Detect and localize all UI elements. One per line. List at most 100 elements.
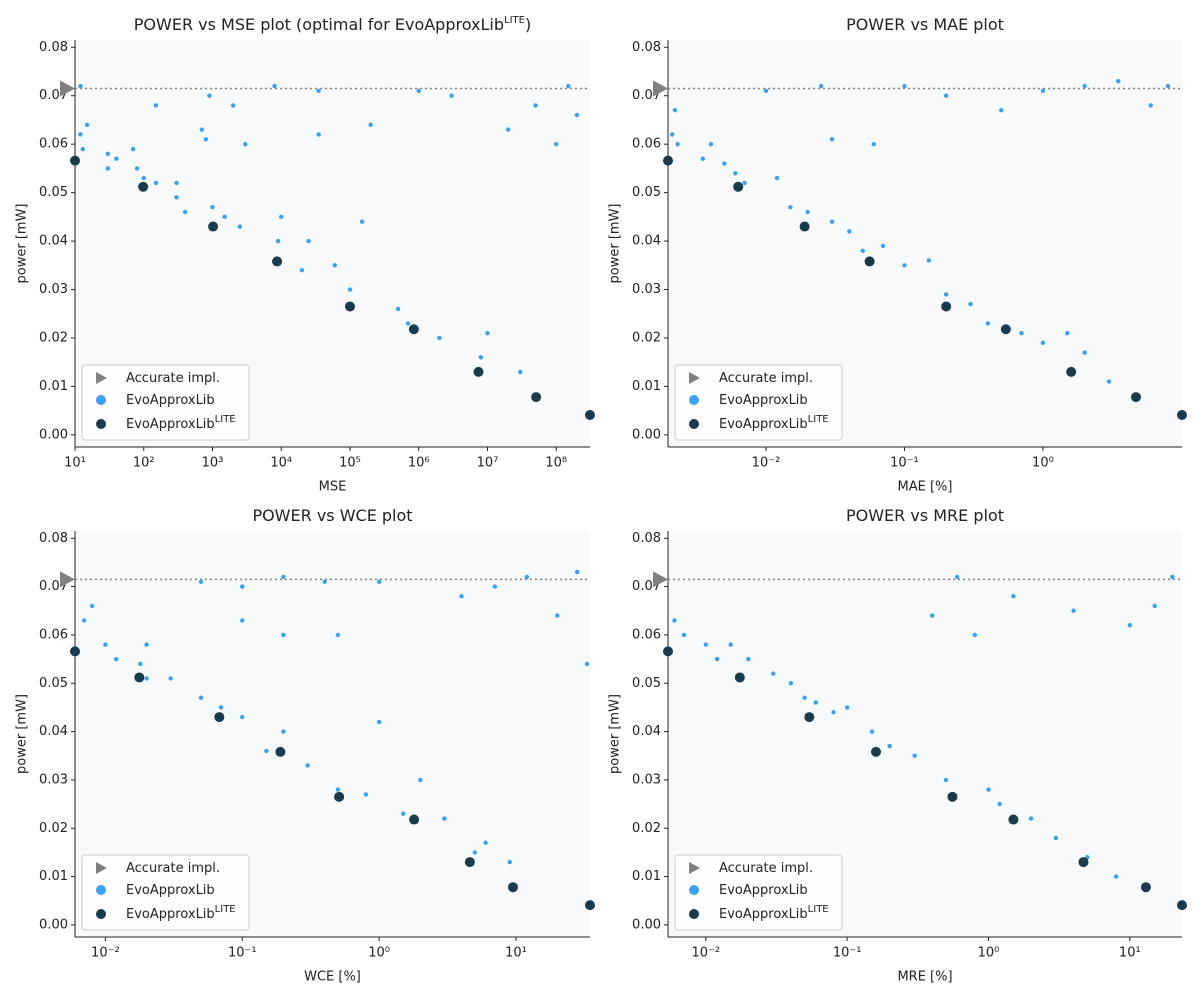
x-tick-label: 10⁶ xyxy=(408,456,430,471)
point xyxy=(84,122,90,127)
point xyxy=(524,574,530,580)
point xyxy=(272,83,277,89)
subplot-title: POWER vs MAE plot xyxy=(846,15,1004,34)
lite-point xyxy=(409,814,420,825)
y-tick-label: 0.08 xyxy=(39,531,68,546)
point xyxy=(130,146,136,152)
y-tick-label: 0.00 xyxy=(632,917,661,932)
point xyxy=(210,204,215,210)
point xyxy=(972,632,977,638)
point xyxy=(554,141,559,147)
x-tick-label: 10⁴ xyxy=(270,456,292,471)
title-part: POWER vs WCE plot xyxy=(252,506,412,525)
point xyxy=(1127,623,1133,628)
legend-label: Accurate impl. xyxy=(126,371,220,386)
x-tick-label: 10¹ xyxy=(505,946,527,961)
point xyxy=(788,681,794,686)
point xyxy=(472,850,478,855)
legend-label: EvoApproxLib xyxy=(719,883,808,898)
point xyxy=(943,93,949,98)
legend-marker xyxy=(96,395,106,405)
point xyxy=(985,321,991,326)
y-tick-label: 0.03 xyxy=(632,772,661,787)
point xyxy=(281,632,286,638)
point xyxy=(1028,816,1034,821)
y-tick-label: 0.02 xyxy=(632,821,661,836)
point xyxy=(555,613,560,618)
x-tick-label: 10⁷ xyxy=(477,456,499,471)
legend-marker xyxy=(689,372,700,384)
x-tick-label: 10⁻¹ xyxy=(833,946,862,961)
point xyxy=(222,214,227,220)
y-tick-label: 0.00 xyxy=(39,917,68,932)
legend-label: EvoApproxLib xyxy=(719,393,808,408)
subplot: POWER vs MSE plot (optimal for EvoApprox… xyxy=(15,15,595,495)
y-tick-label: 0.08 xyxy=(632,40,661,55)
point xyxy=(575,569,580,575)
legend-name: EvoApproxLib xyxy=(126,393,215,408)
legend-label: EvoApproxLib xyxy=(126,393,215,408)
lite-point xyxy=(464,857,475,868)
point xyxy=(105,151,111,157)
point xyxy=(335,787,341,792)
lite-point xyxy=(1177,900,1187,911)
point xyxy=(401,811,406,816)
lite-point xyxy=(275,746,286,757)
point xyxy=(442,816,447,821)
point xyxy=(316,132,321,137)
point xyxy=(89,603,95,609)
x-tick-label: 10⁵ xyxy=(339,456,361,471)
legend-marker xyxy=(96,885,106,895)
point xyxy=(805,209,810,215)
legend-label: EvoApproxLibLITE xyxy=(719,904,829,922)
point xyxy=(926,258,932,263)
lite-point xyxy=(272,256,283,267)
subplot: POWER vs MRE plot MRE [%] power [mW] 0.00 0.… xyxy=(608,506,1187,985)
point xyxy=(943,292,949,297)
point xyxy=(207,93,212,98)
point xyxy=(681,632,687,638)
point xyxy=(728,642,733,647)
y-tick-label: 0.04 xyxy=(632,724,661,739)
point xyxy=(954,574,960,580)
point xyxy=(675,141,680,147)
point xyxy=(746,656,751,662)
legend-name: EvoApproxLib xyxy=(719,393,808,408)
legend-sup: LITE xyxy=(215,414,236,425)
point xyxy=(860,248,865,253)
y-tick-label: 0.03 xyxy=(39,772,68,787)
point xyxy=(376,579,382,584)
y-axis-label: power [mW] xyxy=(608,204,623,284)
point xyxy=(999,108,1004,113)
title-part: LITE xyxy=(504,15,525,26)
point xyxy=(395,306,401,312)
x-axis-label: WCE [%] xyxy=(304,970,361,985)
lite-point xyxy=(663,646,673,657)
legend-name: EvoApproxLib xyxy=(126,907,215,922)
lite-point xyxy=(473,366,484,377)
point xyxy=(672,108,678,113)
point xyxy=(829,219,835,224)
point xyxy=(483,840,488,845)
subplot-title: POWER vs WCE plot xyxy=(252,506,412,525)
point xyxy=(316,88,321,94)
point xyxy=(818,83,824,89)
x-tick-label: 10⁻² xyxy=(91,946,120,961)
point xyxy=(813,700,818,705)
legend-label: EvoApproxLibLITE xyxy=(719,414,829,432)
accurate-marker xyxy=(653,80,668,97)
legend-name: EvoApproxLib xyxy=(719,907,808,922)
y-tick-label: 0.00 xyxy=(632,427,661,442)
point xyxy=(368,122,373,127)
point xyxy=(733,171,738,176)
point xyxy=(138,661,143,667)
y-tick-label: 0.06 xyxy=(632,627,661,642)
point xyxy=(437,335,442,341)
x-axis-label: MSE xyxy=(319,480,347,495)
x-tick-label: 10⁸ xyxy=(545,456,567,471)
point xyxy=(802,695,807,700)
point xyxy=(279,214,284,220)
point xyxy=(1170,574,1175,580)
point xyxy=(218,705,224,710)
